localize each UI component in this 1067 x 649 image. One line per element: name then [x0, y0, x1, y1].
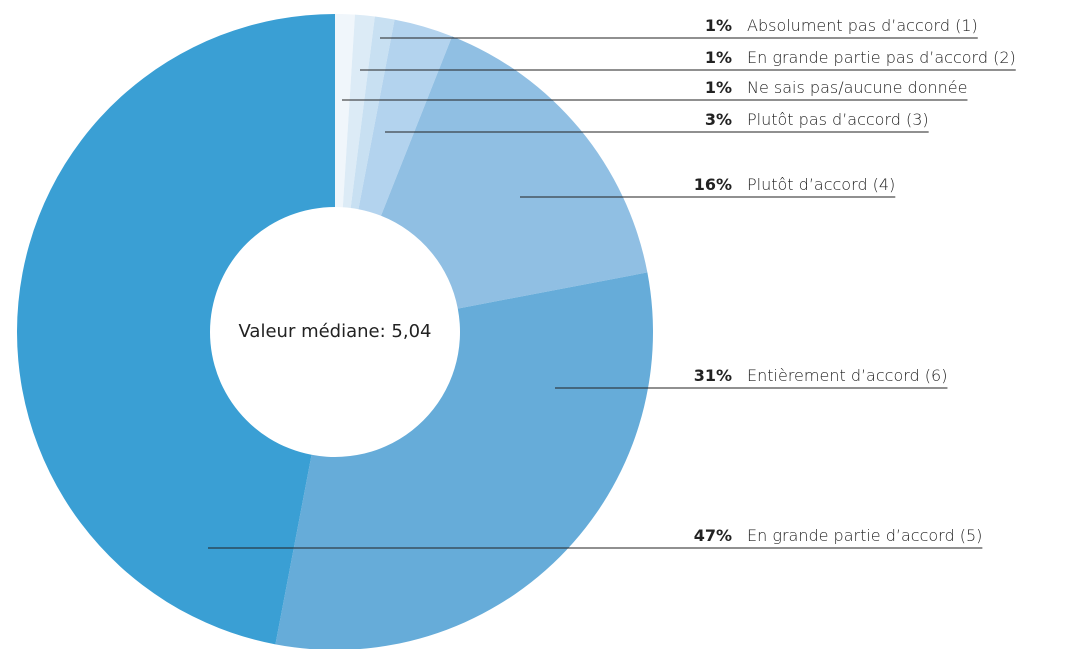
slice	[350, 16, 395, 210]
center-label: Valeur médiane: 5,04	[239, 321, 432, 342]
legend-label: En grande partie pas d’accord (2)	[747, 48, 1016, 67]
slice	[381, 36, 648, 309]
slice	[342, 14, 375, 208]
value-label: 31%	[694, 366, 732, 385]
slices	[17, 14, 653, 649]
value-label: 16%	[694, 175, 732, 194]
legend-label: Absolument pas d’accord (1)	[747, 16, 978, 35]
value-label: 3%	[705, 110, 732, 129]
slice	[275, 272, 653, 649]
legend-label: Ne sais pas/aucune donnée	[747, 78, 967, 97]
value-label: 47%	[694, 526, 732, 545]
legend-label: Plutôt pas d’accord (3)	[747, 110, 929, 129]
legend-label: Entièrement d’accord (6)	[747, 366, 947, 385]
slice	[17, 14, 335, 645]
legend-label: En grande partie d’accord (5)	[747, 526, 982, 545]
legend-label: Plutôt d’accord (4)	[747, 175, 895, 194]
value-label: 1%	[705, 48, 732, 67]
value-label: 1%	[705, 78, 732, 97]
slice	[335, 14, 355, 208]
slice	[358, 19, 453, 216]
value-label: 1%	[705, 16, 732, 35]
